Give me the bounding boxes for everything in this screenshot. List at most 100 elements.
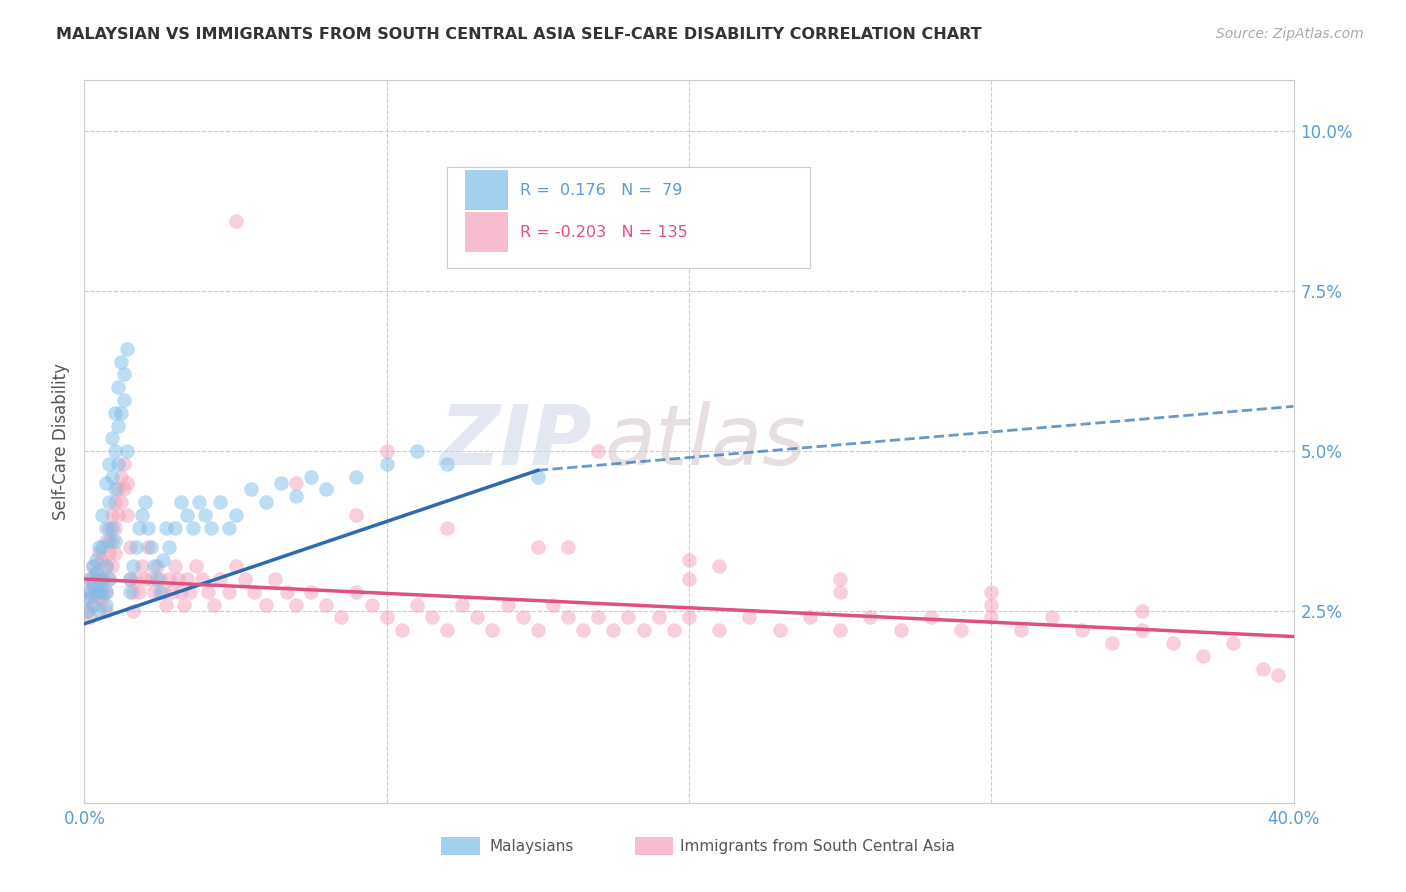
Point	[118, 584, 141, 599]
Point	[557, 610, 579, 624]
Point	[200, 521, 222, 535]
Point	[436, 457, 458, 471]
Point	[110, 469, 132, 483]
Point	[588, 444, 610, 458]
Point	[86, 584, 108, 599]
Point	[76, 604, 98, 618]
Point	[142, 559, 165, 574]
Point	[121, 604, 143, 618]
Point	[136, 540, 159, 554]
Point	[225, 559, 247, 574]
Point	[79, 572, 101, 586]
Point	[194, 508, 217, 522]
Point	[1130, 604, 1153, 618]
Point	[121, 559, 143, 574]
Point	[100, 508, 122, 522]
Point	[97, 495, 120, 509]
Point	[142, 584, 165, 599]
Point	[146, 572, 169, 586]
Point	[406, 444, 429, 458]
Point	[1101, 636, 1123, 650]
Point	[1011, 623, 1033, 637]
Point	[97, 572, 120, 586]
Point	[980, 598, 1002, 612]
Point	[91, 584, 114, 599]
Point	[100, 431, 122, 445]
Point	[1130, 623, 1153, 637]
Point	[557, 540, 579, 554]
Point	[602, 623, 624, 637]
Point	[89, 546, 111, 560]
Point	[94, 533, 117, 548]
Point	[136, 521, 159, 535]
Point	[285, 489, 308, 503]
Text: ZIP: ZIP	[440, 401, 592, 482]
Point	[830, 584, 852, 599]
Point	[94, 476, 117, 491]
Point	[97, 533, 120, 548]
Point	[94, 604, 117, 618]
Point	[89, 540, 111, 554]
Point	[82, 559, 104, 574]
Point	[112, 457, 135, 471]
Point	[541, 598, 564, 612]
Point	[76, 591, 98, 606]
Point	[276, 584, 298, 599]
Point	[94, 598, 117, 612]
Point	[107, 457, 129, 471]
Point	[233, 572, 256, 586]
Point	[86, 566, 108, 580]
Point	[263, 572, 285, 586]
Point	[315, 598, 337, 612]
Point	[678, 610, 700, 624]
Point	[167, 572, 190, 586]
Point	[1040, 610, 1063, 624]
Point	[165, 559, 187, 574]
Point	[97, 521, 120, 535]
Point	[830, 623, 852, 637]
Point	[104, 483, 127, 497]
Point	[94, 559, 117, 574]
Point	[97, 546, 120, 560]
Point	[107, 483, 129, 497]
Point	[121, 584, 143, 599]
FancyBboxPatch shape	[447, 167, 810, 268]
Point	[115, 476, 138, 491]
Y-axis label: Self-Care Disability: Self-Care Disability	[52, 363, 70, 520]
Point	[82, 578, 104, 592]
Point	[91, 591, 114, 606]
Point	[299, 584, 322, 599]
Point	[920, 610, 942, 624]
Point	[496, 598, 519, 612]
Point	[202, 598, 225, 612]
Point	[738, 610, 761, 624]
Point	[89, 584, 111, 599]
Point	[678, 572, 700, 586]
Point	[131, 559, 153, 574]
Text: MALAYSIAN VS IMMIGRANTS FROM SOUTH CENTRAL ASIA SELF-CARE DISABILITY CORRELATION: MALAYSIAN VS IMMIGRANTS FROM SOUTH CENTR…	[56, 27, 981, 42]
Point	[94, 584, 117, 599]
Point	[360, 598, 382, 612]
Point	[149, 572, 172, 586]
Point	[86, 584, 108, 599]
Point	[1161, 636, 1184, 650]
Point	[82, 559, 104, 574]
Point	[209, 495, 232, 509]
Point	[346, 508, 368, 522]
Point	[165, 521, 187, 535]
Point	[170, 495, 193, 509]
FancyBboxPatch shape	[465, 212, 508, 252]
Text: atlas: atlas	[605, 401, 806, 482]
Point	[118, 572, 141, 586]
Point	[467, 610, 489, 624]
Point	[107, 380, 129, 394]
Point	[139, 540, 162, 554]
Point	[181, 521, 204, 535]
Point	[146, 559, 169, 574]
Point	[527, 623, 550, 637]
Point	[134, 495, 156, 509]
Point	[588, 610, 610, 624]
Point	[104, 546, 127, 560]
Point	[86, 553, 108, 567]
Point	[91, 572, 114, 586]
